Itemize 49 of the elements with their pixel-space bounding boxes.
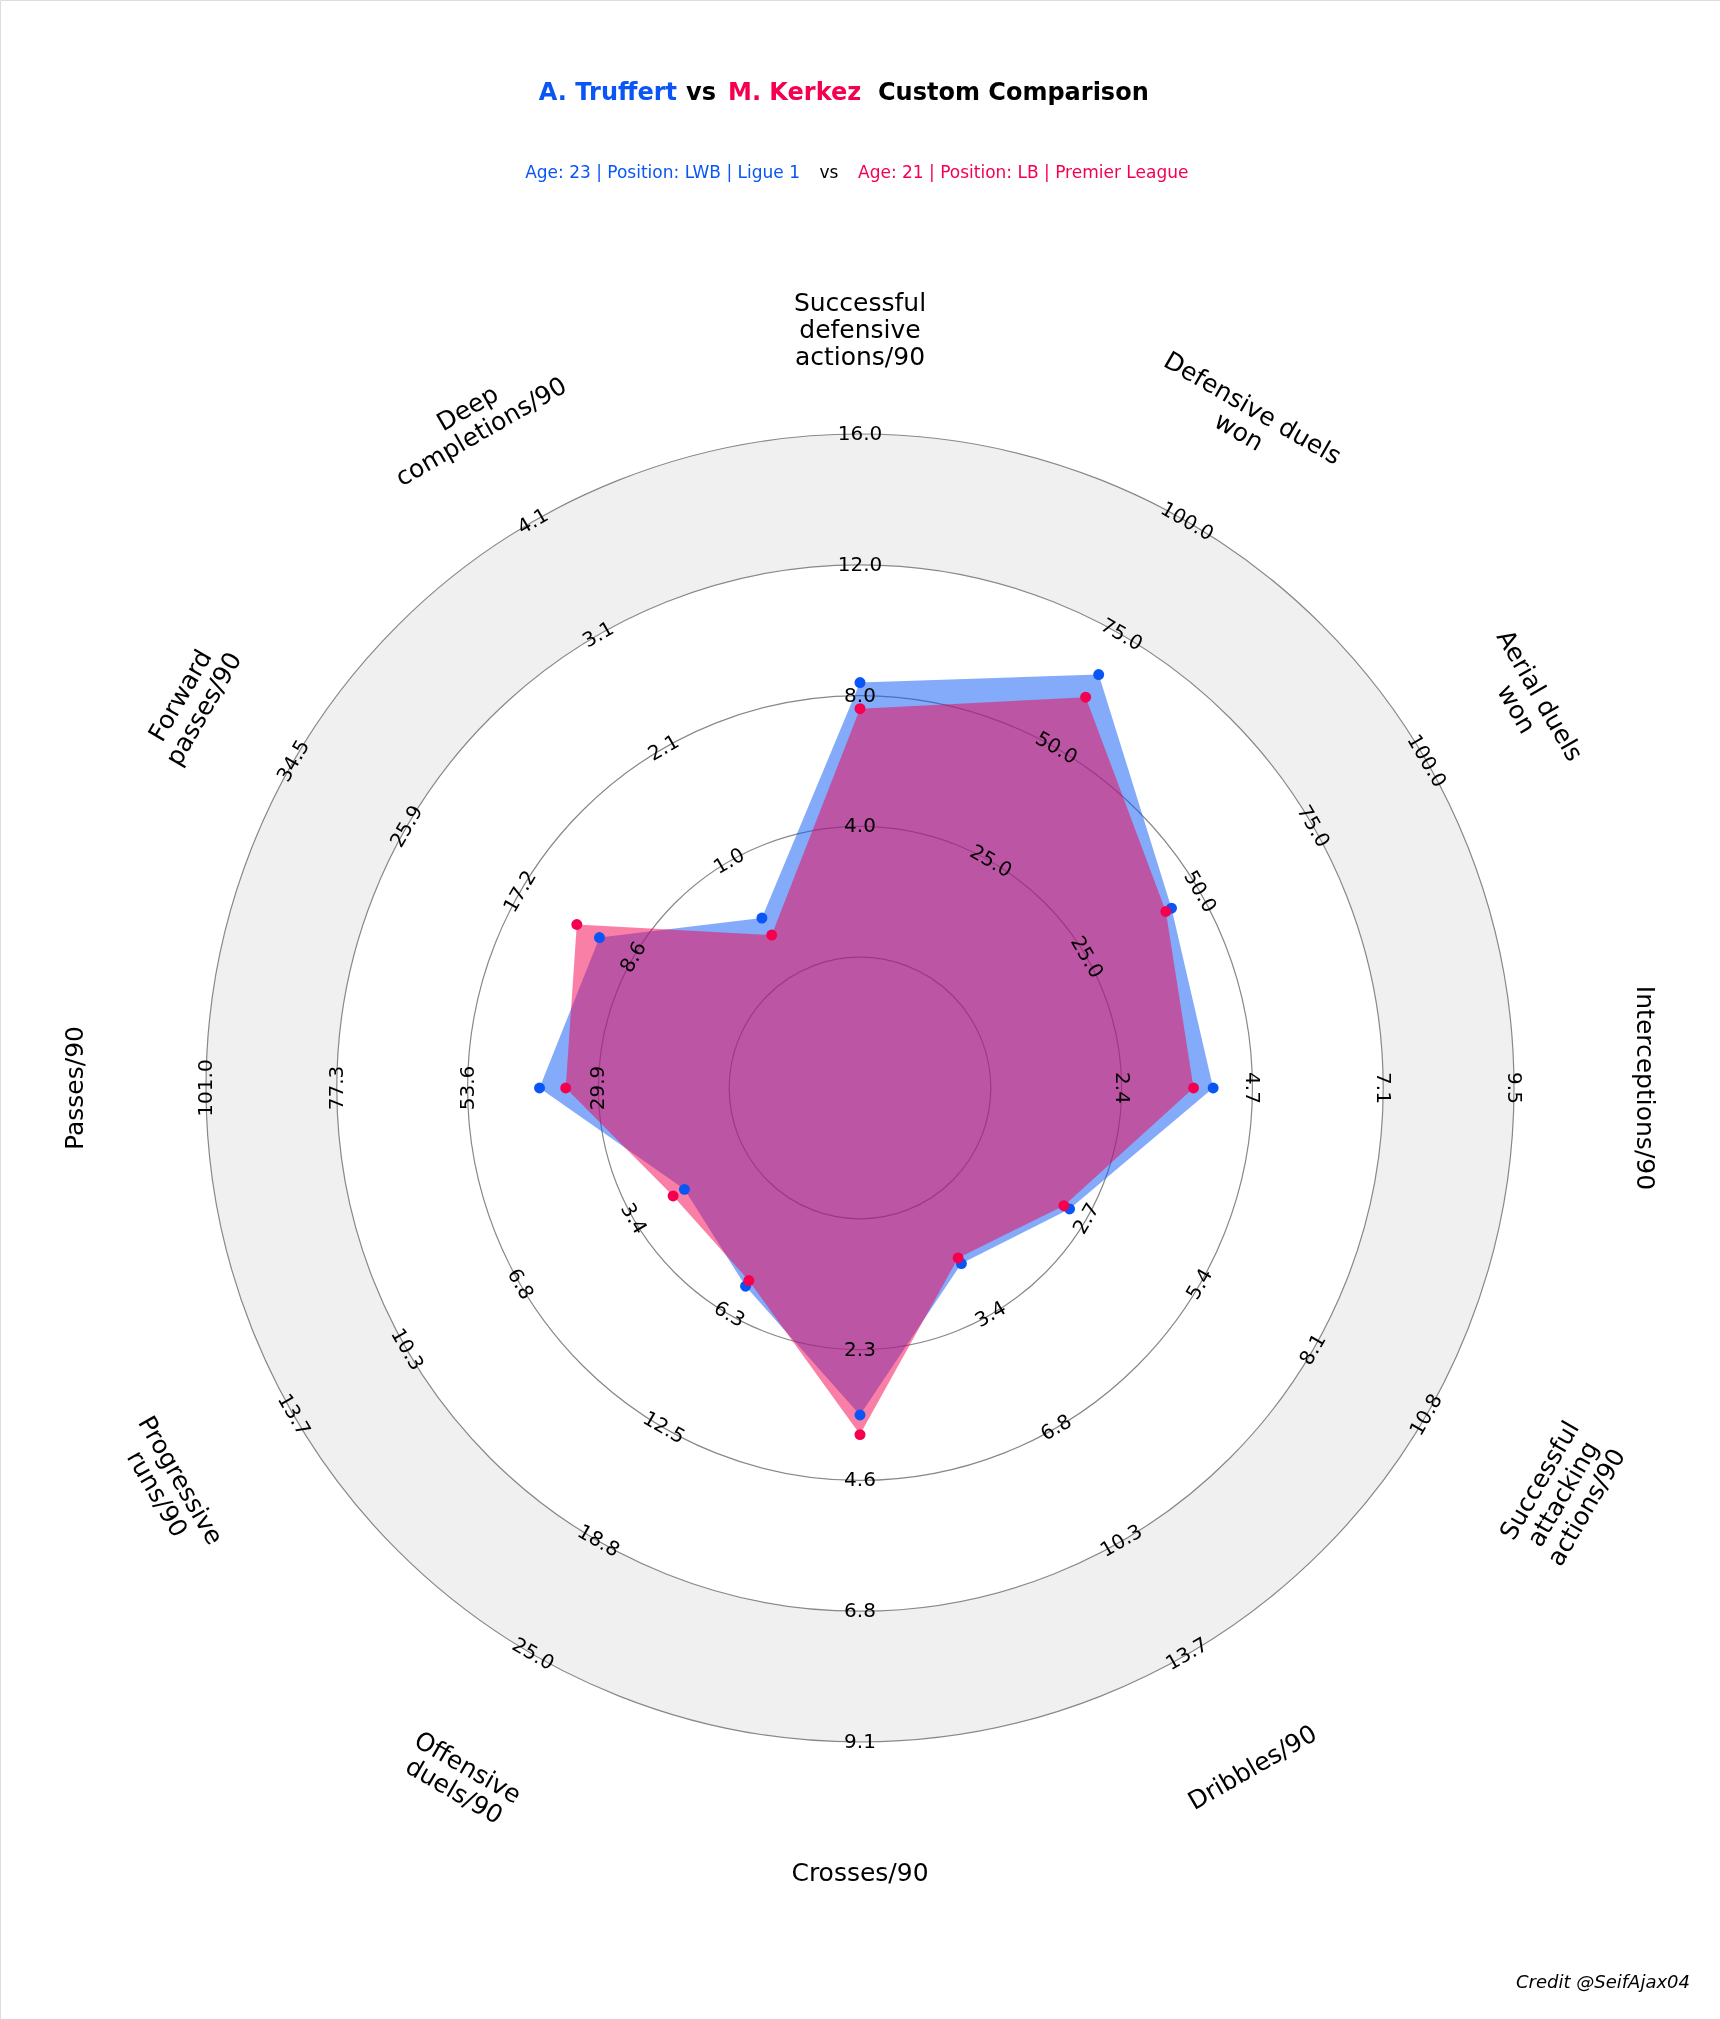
text: 9.5 xyxy=(1503,1072,1527,1104)
text: 4.0 xyxy=(844,813,876,838)
text: 2.3 xyxy=(844,1336,876,1361)
text: 77.3 xyxy=(323,1065,348,1111)
text: 9.1 xyxy=(844,1729,876,1753)
spoke-label: Interceptions/90 xyxy=(1630,985,1660,1191)
text: M. Kerkez xyxy=(728,78,862,106)
text: 75.0 xyxy=(1096,612,1148,656)
text: 10.3 xyxy=(1095,1518,1147,1562)
text: 2.7 xyxy=(1067,1198,1105,1239)
text: 7.1 xyxy=(1372,1072,1397,1104)
spoke-label: Crosses/90 xyxy=(791,1857,929,1887)
text: 101.0 xyxy=(193,1059,217,1117)
text: 8.6 xyxy=(614,936,651,977)
text: 6.3 xyxy=(709,1295,750,1333)
text: vs xyxy=(819,162,839,182)
text: 5.4 xyxy=(1180,1263,1218,1304)
spoke-label: Passes/90 xyxy=(60,1026,90,1150)
text: 6.8 xyxy=(844,1598,876,1623)
text: 8.1 xyxy=(1293,1329,1331,1369)
text: 1.0 xyxy=(708,842,749,879)
text: 3.4 xyxy=(615,1198,653,1239)
text: 18.8 xyxy=(573,1518,625,1562)
text: A. Truffert xyxy=(538,78,677,106)
text: 6.8 xyxy=(1035,1408,1076,1446)
chart-title: Custom Comparison xyxy=(878,78,1149,106)
text: 3.4 xyxy=(970,1295,1011,1333)
text: vs xyxy=(686,78,716,106)
text: 2.4 xyxy=(1110,1072,1135,1104)
text: 16.0 xyxy=(837,421,883,445)
text: Age: 23 | Position: LWB | Ligue 1 xyxy=(525,162,800,182)
text: 29.9 xyxy=(585,1065,610,1111)
text: 4.6 xyxy=(844,1467,876,1492)
text: 12.0 xyxy=(837,551,883,576)
text: 25.0 xyxy=(508,1631,559,1676)
text: 13.7 xyxy=(1161,1631,1212,1676)
text: Credit @SeifAjax04 xyxy=(1516,1971,1690,1992)
text: Age: 21 | Position: LB | Premier League xyxy=(858,162,1189,182)
text: 2.1 xyxy=(643,728,684,766)
text: 8.0 xyxy=(844,682,876,707)
text: 4.7 xyxy=(1241,1072,1266,1104)
text: 4.1 xyxy=(512,502,553,540)
text: 3.1 xyxy=(578,615,618,653)
text: 6.8 xyxy=(502,1263,540,1304)
spoke-label: Successful defensive actions/90 xyxy=(793,288,927,372)
text: 50.0 xyxy=(1031,725,1082,769)
text: 53.6 xyxy=(454,1065,479,1111)
text: 25.0 xyxy=(966,839,1017,883)
text: 12.5 xyxy=(639,1405,690,1449)
